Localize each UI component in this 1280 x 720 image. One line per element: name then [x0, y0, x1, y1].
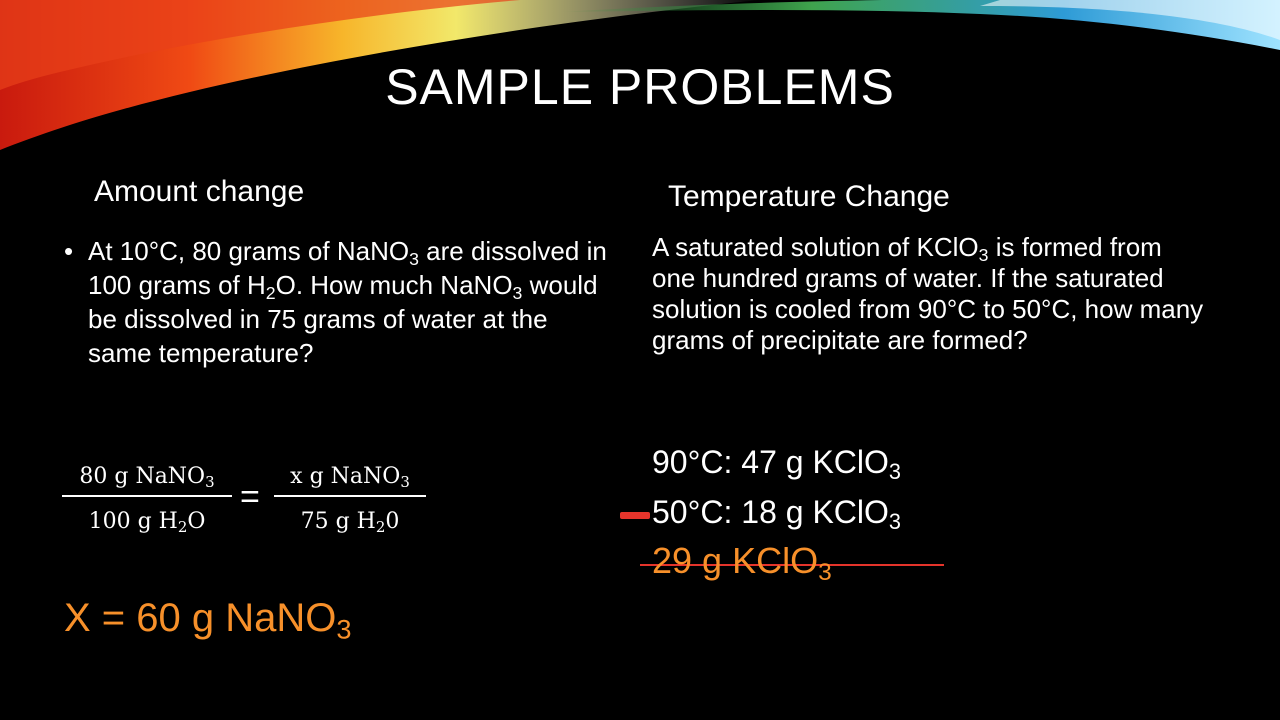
solubility-90c: 90°C: 47 g KClO3 — [652, 444, 902, 485]
fraction-right-denominator: 75 g H20 — [300, 509, 400, 537]
slide-title: SAMPLE PROBLEMS — [385, 59, 895, 115]
minus-sign-mark — [620, 512, 650, 519]
temperature-change-answer: 29 g KClO3 — [652, 540, 832, 586]
fraction-left-numerator: 80 g NaNO3 — [62, 464, 232, 497]
fraction-right-numerator: x g NaNO3 — [274, 464, 426, 497]
temperature-change-problem: A saturated solution of KClO3 is formed … — [652, 232, 1204, 355]
fraction-right: x g NaNO3 75 g H20 — [274, 464, 426, 537]
solubility-50c: 50°C: 18 g KClO3 — [652, 494, 902, 535]
bullet-marker: • — [64, 236, 74, 266]
subtraction-line-mark — [640, 564, 944, 566]
amount-change-problem: At 10°C, 80 grams of NaNO3 are dissolved… — [88, 236, 607, 368]
amount-change-heading: Amount change — [94, 175, 305, 208]
amount-change-answer: X = 60 g NaNO3 — [64, 596, 352, 645]
equals-sign: = — [240, 478, 260, 516]
fraction-left: 80 g NaNO3 100 g H2O — [62, 464, 232, 537]
temperature-change-heading: Temperature Change — [668, 180, 950, 213]
fraction-left-denominator: 100 g H2O — [88, 509, 206, 537]
decorative-swoosh — [0, 0, 1280, 150]
